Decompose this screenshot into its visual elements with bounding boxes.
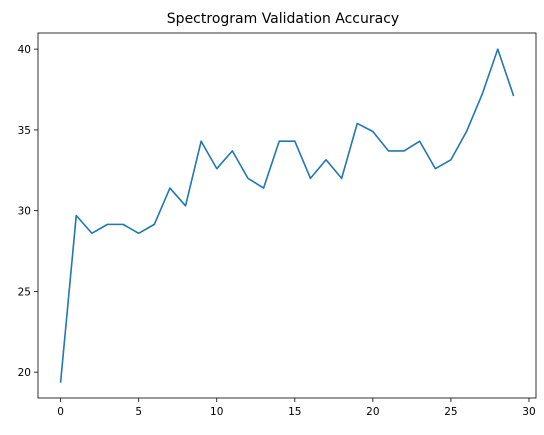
series-line-0 [59,48,515,383]
y-tick-label: 40 [18,44,31,56]
x-tick-label: 5 [135,406,142,418]
x-tick-label: 30 [522,406,535,418]
y-axis: 20 25 30 35 40 [18,44,38,379]
y-tick-label: 30 [18,206,31,218]
x-tick-label: 15 [288,406,301,418]
x-tick-label: 25 [444,406,457,418]
y-tick-label: 20 [18,367,31,379]
y-tick-label: 35 [18,125,31,137]
chart-title: Spectrogram Validation Accuracy [167,11,399,27]
plot-frame [37,32,537,399]
x-tick-label: 20 [366,406,379,418]
x-axis: 0 5 10 15 20 25 30 [57,398,536,418]
y-tick-label: 25 [18,286,31,298]
x-tick-label: 0 [57,406,64,418]
x-tick-label: 10 [210,406,223,418]
series-layer [59,48,515,383]
